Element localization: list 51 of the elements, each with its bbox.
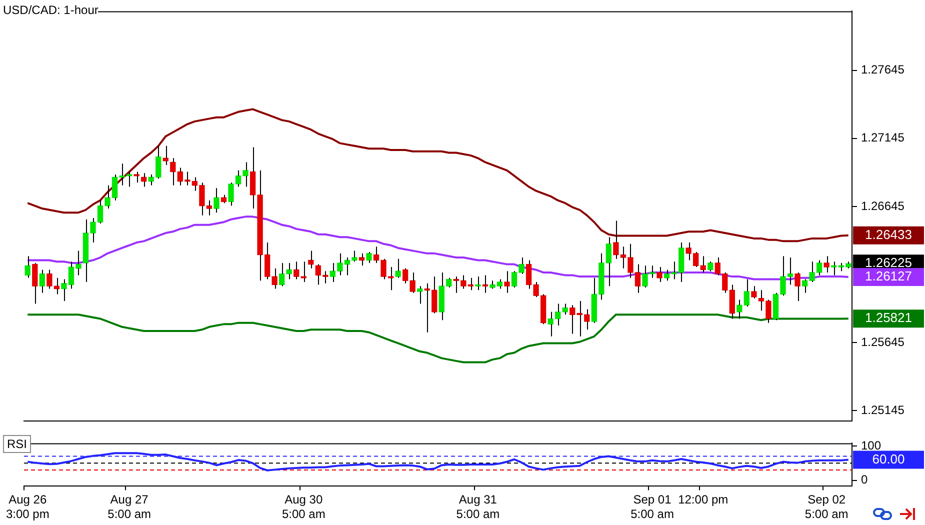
x-tick-label: 12:00 pm [678, 492, 728, 507]
data-label: 60.00 [872, 451, 905, 466]
candlestick [39, 269, 45, 294]
candlestick [308, 250, 314, 269]
y-tick-label: 1.26645 [861, 198, 905, 213]
candlestick [708, 261, 714, 272]
candlestick [214, 188, 220, 214]
y-tick-label: 1.27645 [861, 62, 905, 77]
y-tick-label: 1.27145 [861, 130, 905, 145]
x-tick-label: Sep 01 5:00 am [630, 492, 674, 522]
text: 1.26225 [865, 255, 912, 270]
candlestick [475, 276, 481, 291]
candlestick [294, 261, 300, 280]
data-label: 1.26433 [865, 226, 912, 242]
x-tick-label: Sep 02 5:00 am [804, 492, 848, 522]
candlestick [482, 274, 488, 294]
candlestick [141, 172, 147, 188]
x-tick-label: Aug 31 5:00 am [456, 492, 500, 522]
data-label: 1.26127 [865, 268, 912, 284]
candlestick [395, 258, 401, 278]
candlestick [366, 252, 372, 264]
candlestick [358, 252, 365, 266]
chart-title: RSI [3, 435, 32, 453]
candlestick [32, 262, 38, 304]
candlestick [570, 304, 576, 334]
x-tick-label: Aug 30 5:00 am [282, 492, 326, 522]
y-tick-label: 1.25145 [861, 402, 905, 417]
x-tick-label: Aug 26 3:00 pm [6, 492, 50, 522]
candlestick [700, 256, 706, 273]
candlestick [286, 262, 292, 280]
candlestick [170, 158, 176, 186]
y-tick-label: 100 [861, 438, 882, 452]
candlestick [831, 261, 837, 276]
candlestick [504, 270, 510, 294]
candlestick [279, 262, 285, 287]
candlestick [300, 261, 306, 282]
candlestick [24, 256, 30, 278]
data-label: 1.25821 [865, 310, 912, 326]
candlestick [134, 171, 140, 184]
candlestick [729, 284, 735, 320]
y-tick-label: 1.25645 [861, 334, 905, 349]
candlestick [794, 272, 800, 302]
candlestick [656, 266, 662, 282]
candlestick [220, 194, 227, 204]
candlestick [417, 286, 423, 304]
y-tick-label: 0 [861, 472, 868, 487]
candlestick [751, 286, 757, 299]
candlestick [824, 256, 830, 273]
x-tick-label: Aug 27 5:00 am [108, 492, 151, 522]
chart-title: USD/CAD: 1-hour [3, 3, 98, 17]
candlestick [562, 303, 568, 316]
